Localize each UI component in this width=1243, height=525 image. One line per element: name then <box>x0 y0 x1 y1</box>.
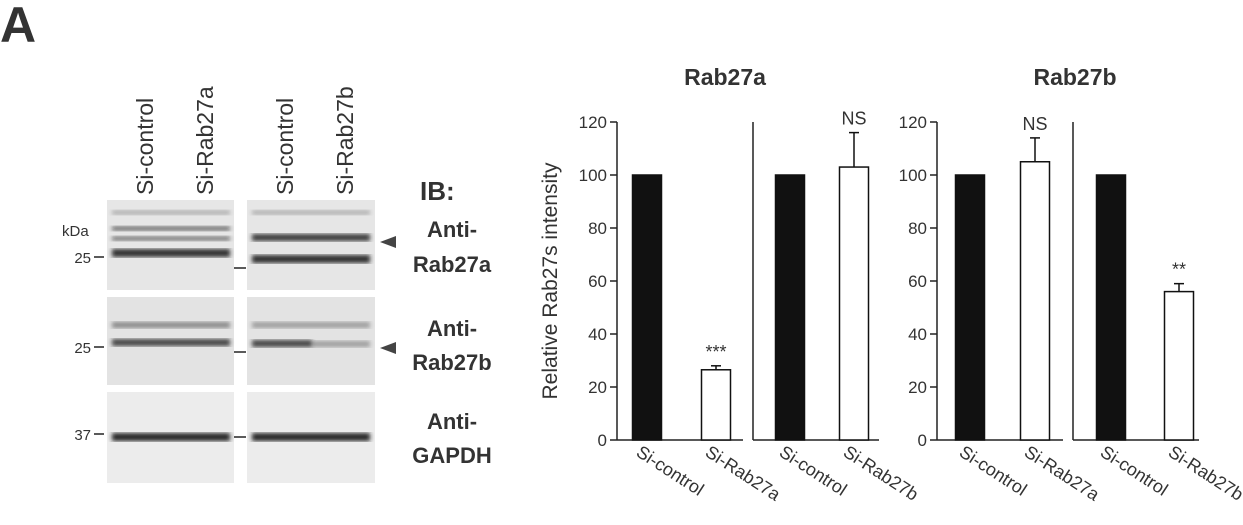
y-tick-label: 80 <box>908 219 927 238</box>
x-tick-label: Si-control <box>1097 442 1172 500</box>
arrowhead <box>380 236 396 248</box>
marker: 37 <box>74 427 91 444</box>
lane-label: Si-control <box>132 98 158 195</box>
bar <box>954 174 986 441</box>
ib-label: IB: <box>420 176 455 206</box>
antibody-label: Rab27a <box>413 252 492 277</box>
y-tick-label: 100 <box>899 166 927 185</box>
y-tick-label: 120 <box>899 113 927 132</box>
annotation: NS <box>1022 114 1047 134</box>
y-tick-label: 120 <box>579 113 607 132</box>
y-tick-label: 60 <box>588 272 607 291</box>
y-tick-label: 20 <box>908 378 927 397</box>
bar <box>700 369 732 441</box>
antibody-label: Rab27b <box>412 350 491 375</box>
marker: 25 <box>74 250 91 267</box>
annotation: NS <box>841 109 866 129</box>
x-tick-label: Si-Rab27a <box>1021 442 1104 506</box>
y-tick-label: 40 <box>908 325 927 344</box>
bar <box>1019 161 1051 441</box>
bar <box>1095 174 1127 441</box>
marker-ticks <box>94 256 246 438</box>
annotation: ** <box>1172 260 1186 280</box>
y-tick-label: 100 <box>579 166 607 185</box>
y-tick-label: 0 <box>598 431 607 450</box>
chart-title: Rab27a <box>684 64 766 90</box>
antibody-label: GAPDH <box>412 443 491 468</box>
chart-title: Rab27b <box>1033 64 1116 90</box>
antibody-label: Anti- <box>427 409 477 434</box>
y-tick-label: 0 <box>918 431 927 450</box>
antibody-label: Anti- <box>427 316 477 341</box>
bar <box>838 166 870 441</box>
kda-label: kDa <box>62 223 89 240</box>
blot: Si-control Si-Rab27a Si-control Si-Rab27… <box>62 86 492 483</box>
bar <box>1163 290 1195 441</box>
y-tick-label: 20 <box>588 378 607 397</box>
arrowhead <box>380 342 396 354</box>
x-tick-label: Si-Rab27a <box>702 442 785 506</box>
y-tick-label: 40 <box>588 325 607 344</box>
lane-label: Si-Rab27b <box>332 86 358 195</box>
bands <box>112 210 370 441</box>
marker: 25 <box>74 340 91 357</box>
x-tick-label: Si-control <box>956 442 1031 500</box>
bar <box>631 174 663 441</box>
x-tick-label: Si-control <box>776 442 851 500</box>
annotation: *** <box>705 342 726 362</box>
y-tick-label: 80 <box>588 219 607 238</box>
y-axis-label: Relative Rab27s intensity <box>539 162 562 399</box>
y-tick-label: 60 <box>908 272 927 291</box>
panel-label: A <box>0 0 36 53</box>
lane-label: Si-control <box>272 98 298 195</box>
x-tick-label: Si-Rab27b <box>840 442 922 505</box>
bar <box>774 174 806 441</box>
antibody-label: Anti- <box>427 217 477 242</box>
lane-label: Si-Rab27a <box>192 86 218 195</box>
x-tick-label: Si-Rab27b <box>1165 442 1243 505</box>
x-tick-label: Si-control <box>633 442 708 500</box>
